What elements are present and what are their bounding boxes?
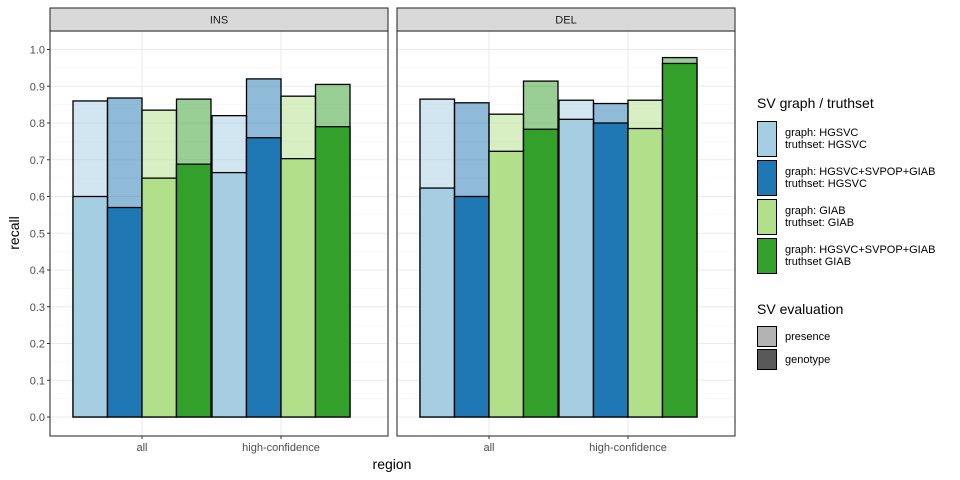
y-tick-label: 0.4 — [30, 265, 45, 277]
legend-label-line: graph: HGSVC+SVPOP+GIAB — [785, 243, 936, 256]
x-tick-label: all — [483, 442, 494, 454]
legend-label-line: truthset: GIAB — [785, 216, 855, 229]
y-tick-label: 0.6 — [30, 192, 45, 204]
bar-genotype — [488, 150, 525, 418]
x-tick-label: high-confidence — [589, 442, 667, 454]
legend: SV graph / truthset graph: HGSVC truthset… — [757, 95, 935, 275]
bar-genotype — [211, 171, 248, 418]
y-tick-label: 0.1 — [30, 375, 45, 387]
bar-genotype — [453, 195, 490, 418]
bar-genotype — [592, 122, 629, 418]
facet-strip — [49, 7, 389, 32]
legend-label-line: truthset: HGSVC — [785, 138, 867, 151]
y-tick-label: 0.2 — [30, 339, 45, 351]
y-tick-label: 1.0 — [30, 45, 45, 57]
bar-genotype — [106, 206, 143, 418]
legend-graph-title: SV graph / truthset — [757, 95, 874, 111]
bar-genotype — [314, 126, 351, 418]
legend-item: genotype — [757, 348, 843, 371]
y-tick-label: 0.7 — [30, 155, 45, 167]
y-tick-label: 0.9 — [30, 81, 45, 93]
legend-label: graph: HGSVC truthset: HGSVC — [785, 127, 867, 151]
legend-item: graph: HGSVC+SVPOP+GIAB truthset: HGSVC — [757, 158, 935, 197]
legend-item: graph: GIAB truthset: GIAB — [757, 197, 935, 236]
bar-genotype — [558, 118, 595, 418]
legend-label: graph: HGSVC+SVPOP+GIAB truthset GIAB — [785, 244, 935, 268]
bar-genotype — [419, 187, 456, 418]
legend-label: graph: HGSVC+SVPOP+GIAB truthset: HGSVC — [785, 166, 935, 190]
bar-genotype — [280, 157, 317, 418]
bar-genotype — [245, 137, 282, 418]
legend-label: graph: GIAB truthset: GIAB — [785, 205, 854, 229]
legend-swatch — [757, 198, 777, 235]
legend-swatch — [757, 349, 777, 370]
bar-genotype — [72, 195, 109, 418]
bar-genotype — [141, 177, 178, 418]
legend-label-line: truthset: HGSVC — [785, 177, 867, 190]
legend-label-line: graph: GIAB — [785, 204, 846, 217]
legend-item: graph: HGSVC truthset: HGSVC — [757, 119, 935, 158]
legend-swatch — [757, 159, 777, 196]
legend-label-line: graph: HGSVC+SVPOP+GIAB — [785, 165, 936, 178]
facet-strip-label: INS — [210, 15, 228, 27]
legend-label: presence — [785, 330, 831, 343]
bar-genotype — [522, 128, 559, 418]
y-tick-label: 0.0 — [30, 412, 45, 424]
y-axis-title: recall — [6, 216, 22, 249]
bar-genotype — [175, 163, 212, 418]
bar-genotype — [661, 62, 698, 418]
bar-genotype — [627, 127, 664, 418]
legend-swatch — [757, 120, 777, 157]
legend-evaluation: SV evaluation presence genotype — [757, 301, 843, 371]
y-tick-label: 0.5 — [30, 228, 45, 240]
legend-eval-title: SV evaluation — [757, 301, 844, 317]
legend-swatch — [757, 237, 777, 274]
x-tick-label: high-confidence — [242, 442, 320, 454]
y-tick-label: 0.8 — [30, 118, 45, 130]
x-tick-label: all — [136, 442, 147, 454]
y-tick-label: 0.3 — [30, 302, 45, 314]
facet-strip-label: DEL — [555, 15, 576, 27]
facet-strip — [396, 7, 736, 32]
legend-label-line: truthset GIAB — [785, 255, 852, 268]
x-axis-title: region — [373, 456, 412, 472]
legend-item: presence — [757, 325, 843, 348]
legend-item: graph: HGSVC+SVPOP+GIAB truthset GIAB — [757, 236, 935, 275]
legend-swatch — [757, 326, 777, 347]
legend-label-line: graph: HGSVC — [785, 126, 859, 139]
legend-label: genotype — [785, 353, 831, 366]
